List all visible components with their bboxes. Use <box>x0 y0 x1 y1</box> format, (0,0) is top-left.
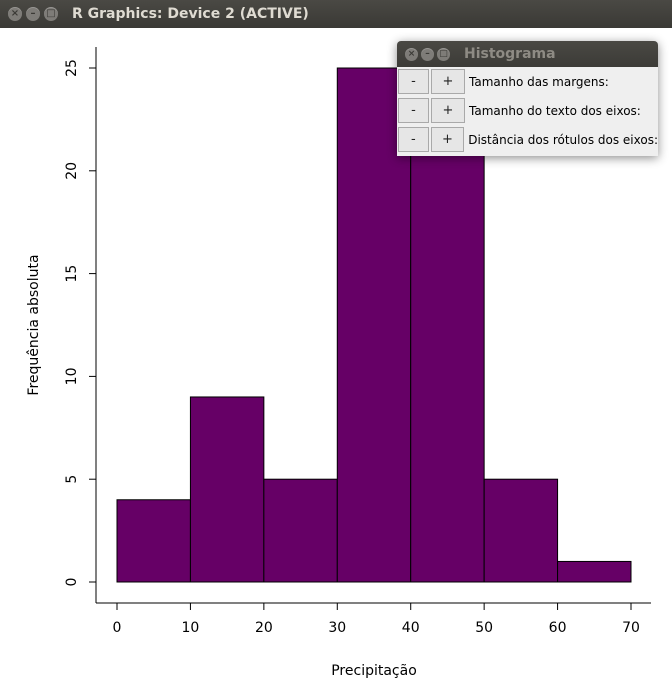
axis-text-increase-button[interactable]: + <box>431 98 465 123</box>
histogram-bar <box>557 560 632 583</box>
axis-text-size-label: Tamanho do texto dos eixos: <box>469 103 641 118</box>
y-axis-label: Frequência absoluta <box>26 254 42 395</box>
popup-maximize-icon[interactable]: □ <box>437 47 450 61</box>
histogram-bar <box>189 396 265 583</box>
x-tick-label: 20 <box>255 620 273 636</box>
window-title: R Graphics: Device 2 (ACTIVE) <box>72 6 309 22</box>
axis-label-distance-decrease-button[interactable]: - <box>398 127 429 152</box>
minimize-icon[interactable]: – <box>26 7 40 21</box>
y-tick-label: 20 <box>64 162 80 180</box>
close-icon[interactable]: × <box>8 7 22 21</box>
axis-text-size-row: - + Tamanho do texto dos eixos: <box>397 96 658 125</box>
popup-title: Histograma <box>464 46 556 62</box>
axis-label-distance-increase-button[interactable]: + <box>430 127 465 152</box>
x-tick-label: 10 <box>182 620 200 636</box>
histogram-controls-window: × – □ Histograma - + Tamanho das margens… <box>397 41 658 156</box>
y-tick-label: 15 <box>64 265 80 283</box>
margin-decrease-button[interactable]: - <box>398 69 429 94</box>
x-tick-label: 0 <box>113 620 122 636</box>
x-axis-label: Precipitação <box>331 663 417 679</box>
margin-increase-button[interactable]: + <box>431 69 465 94</box>
histogram-bar <box>483 478 559 583</box>
margin-size-row: - + Tamanho das margens: <box>397 67 658 96</box>
window-titlebar: × – □ R Graphics: Device 2 (ACTIVE) <box>0 0 672 28</box>
axis-text-decrease-button[interactable]: - <box>398 98 429 123</box>
x-tick-label: 60 <box>549 620 567 636</box>
axis-label-distance-label: Distância dos rótulos dos eixos: <box>468 132 658 147</box>
maximize-icon[interactable]: □ <box>44 7 58 21</box>
x-tick-label: 70 <box>622 620 640 636</box>
y-tick-label: 0 <box>64 578 80 587</box>
y-tick-label: 5 <box>64 475 80 484</box>
histogram-bar <box>116 499 191 583</box>
y-tick-label: 10 <box>64 367 80 385</box>
x-tick-label: 50 <box>475 620 493 636</box>
histogram-bar <box>263 478 338 583</box>
popup-titlebar: × – □ Histograma <box>397 41 658 67</box>
y-tick-label: 25 <box>64 59 80 77</box>
popup-close-icon[interactable]: × <box>405 47 418 61</box>
margin-size-label: Tamanho das margens: <box>469 74 609 89</box>
x-tick-label: 40 <box>402 620 420 636</box>
popup-minimize-icon[interactable]: – <box>421 47 434 61</box>
x-tick-label: 30 <box>328 620 346 636</box>
axis-label-distance-row: - + Distância dos rótulos dos eixos: <box>397 125 658 154</box>
